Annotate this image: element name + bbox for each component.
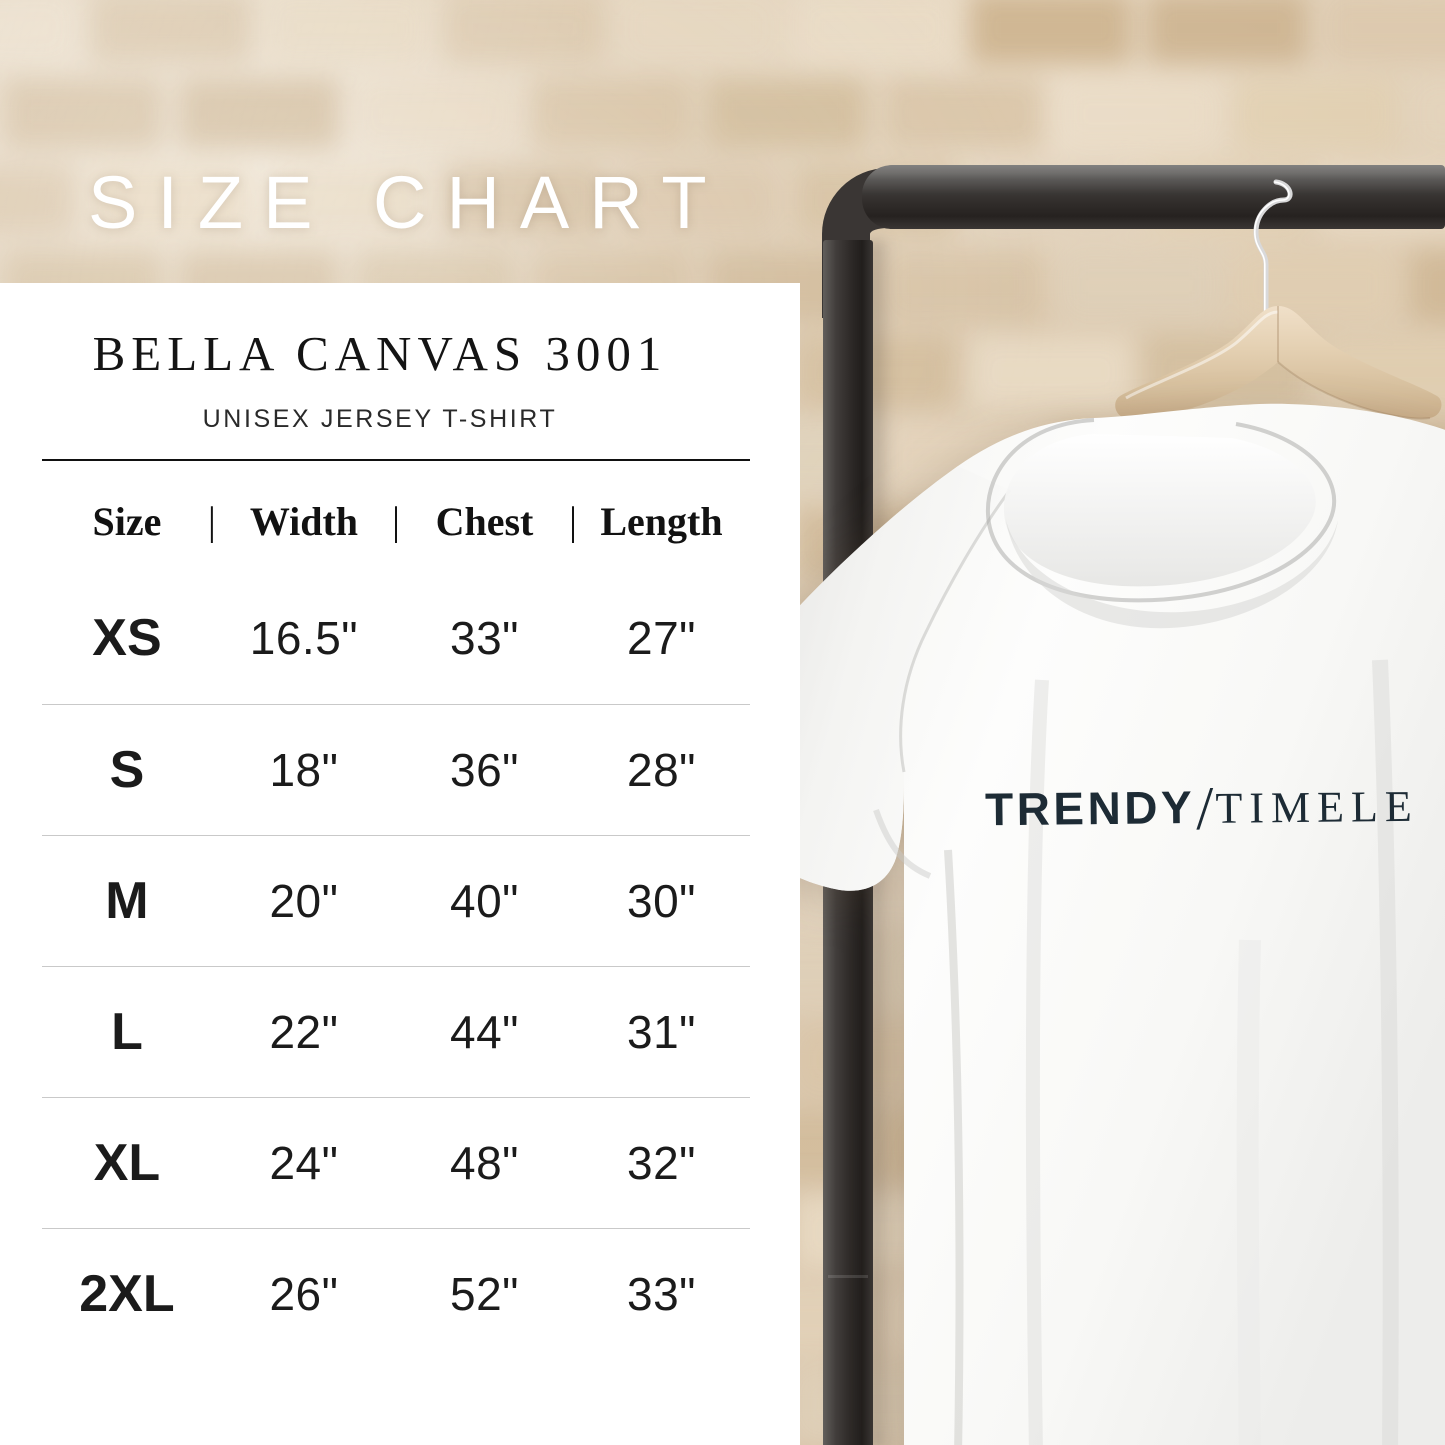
cell-size-value: S [42,703,212,835]
cell-size-value: XL [42,1096,212,1228]
cell-size-value: XS [92,609,162,668]
header-divider [42,459,750,461]
shirt-graphic-slash: / [1195,774,1214,844]
rack-horizontal-bar [862,165,1445,229]
column-header-length: Length [573,469,750,573]
product-subtitle: UNISEX JERSEY T-SHIRT [202,405,558,433]
cell-size-value: 2XL [42,1227,212,1359]
shirt-graphic-text: TRENDY/TIMELE [984,770,1419,843]
cell-width-value: 20" [211,834,396,966]
table-row: L 22" 44" 31" [42,965,750,1097]
column-separator: | [207,498,216,544]
size-chart-rows: XS 16.5" 33" 27" S 18" 36" 28" M 20" 40" 30" L 22" 44"… [42,573,750,1359]
cell-length-value: 33" [572,1227,750,1359]
column-header-chest: Chest | [396,469,577,573]
cell-width-value: 18" [211,703,396,835]
column-header-length-label: Length [600,498,723,544]
cell-chest-value: 33" [449,612,519,665]
cell-size-value: L [42,965,212,1097]
cell-length-value: 30" [572,834,750,966]
cell-width-value: 26" [211,1227,396,1359]
size-chart-card: BELLA CANVAS 3001 UNISEX JERSEY T-SHIRT … [0,283,800,1445]
size-chart-table: Size | Width | Chest | Length [42,469,750,1359]
cell-chest-value: 48" [395,1096,573,1228]
cell-length-value: 31" [572,965,750,1097]
shirt-graphic-serif-word: TIMELE [1215,781,1419,833]
table-row: XS 16.5" 33" 27" [42,573,750,704]
table-row: 2XL 26" 52" 33" [42,1227,750,1359]
cell-chest-value: 40" [395,834,573,966]
column-header-width: Width | [212,469,400,573]
white-tshirt-product-photo [690,380,1445,1445]
cell-length-value: 28" [572,703,750,835]
table-header-row: Size | Width | Chest | Length [42,469,750,573]
table-row: XL 24" 48" 32" [42,1096,750,1228]
table-row: S 18" 36" 28" [42,703,750,835]
rack-post-seam [828,1275,868,1278]
column-header-size: Size | [42,469,216,573]
shirt-graphic-bold-word: TRENDY [984,781,1196,836]
cell-chest-value: 36" [395,703,573,835]
cell-length-value: 27" [626,612,696,665]
hanger-hook-icon [1232,168,1298,318]
column-header-width-label: Width [249,498,359,544]
column-separator: | [391,498,400,544]
cell-width-value: 16.5" [249,612,359,665]
cell-width-value: 24" [211,1096,396,1228]
cell-length-value: 32" [572,1096,750,1228]
cell-size-value: M [42,834,212,966]
cell-chest-value: 52" [395,1227,573,1359]
table-row: M 20" 40" 30" [42,834,750,966]
cell-chest-value: 44" [395,965,573,1097]
column-separator: | [568,498,577,544]
wooden-hanger [1112,300,1445,452]
product-brand-title: BELLA CANVAS 3001 [92,326,668,381]
column-header-chest-label: Chest [435,498,534,544]
column-header-size-label: Size [92,498,162,544]
page-title: SIZE CHART [88,161,727,244]
cell-width-value: 22" [211,965,396,1097]
